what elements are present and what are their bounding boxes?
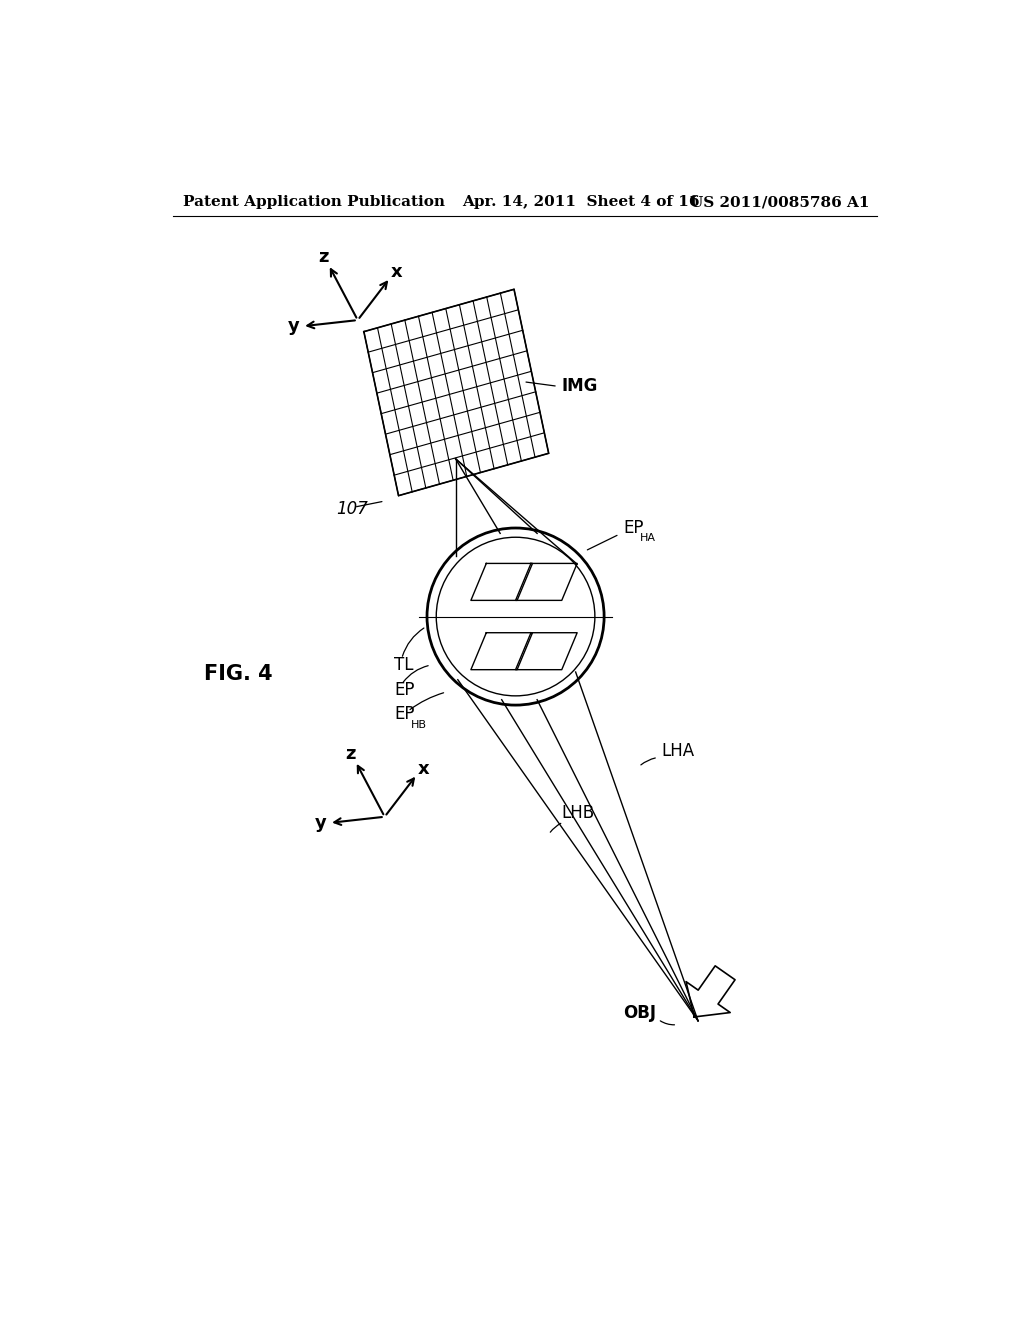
- Text: HB: HB: [411, 719, 427, 730]
- Text: US 2011/0085786 A1: US 2011/0085786 A1: [690, 195, 869, 210]
- Text: EP: EP: [624, 519, 644, 537]
- Text: x: x: [418, 760, 429, 777]
- Text: TL: TL: [394, 656, 414, 675]
- Text: y: y: [288, 317, 300, 335]
- Text: EP: EP: [394, 705, 415, 723]
- Text: FIG. 4: FIG. 4: [204, 664, 272, 684]
- Text: z: z: [345, 744, 356, 763]
- Text: HA: HA: [640, 533, 656, 544]
- Text: Patent Application Publication: Patent Application Publication: [183, 195, 444, 210]
- Text: z: z: [318, 248, 329, 265]
- Text: 107: 107: [336, 500, 368, 517]
- Text: LHA: LHA: [662, 742, 695, 760]
- Text: Apr. 14, 2011  Sheet 4 of 16: Apr. 14, 2011 Sheet 4 of 16: [462, 195, 699, 210]
- Text: LHB: LHB: [562, 804, 595, 822]
- Text: EP: EP: [394, 681, 415, 698]
- Text: y: y: [314, 814, 327, 832]
- Text: OBJ: OBJ: [624, 1005, 656, 1022]
- Text: x: x: [390, 264, 402, 281]
- Text: IMG: IMG: [562, 376, 598, 395]
